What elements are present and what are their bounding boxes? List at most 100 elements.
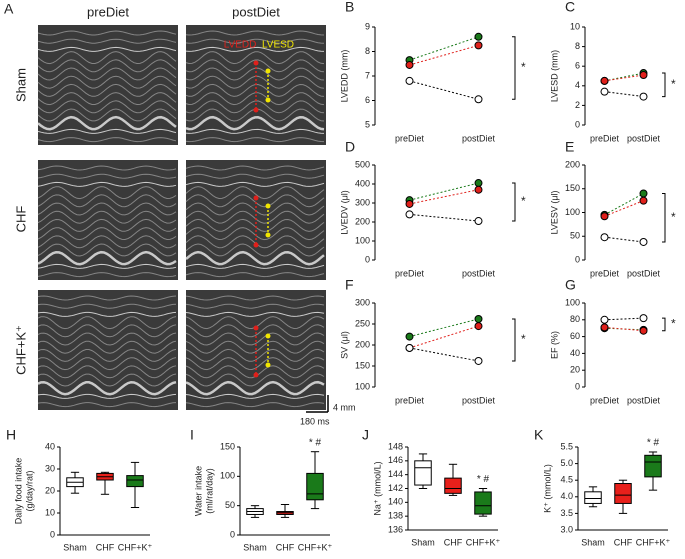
panel-letter: F xyxy=(345,277,354,293)
y-tick-label: 100 xyxy=(355,235,370,245)
annotation: * xyxy=(671,317,676,331)
data-point xyxy=(639,189,648,198)
echo-trace xyxy=(185,272,325,278)
echo-trace xyxy=(37,332,177,346)
panel-letter: E xyxy=(565,139,574,155)
series-line xyxy=(604,327,644,331)
echo-trace xyxy=(37,108,177,122)
echo-arrowhead xyxy=(253,325,259,331)
echo-arrowhead xyxy=(265,203,271,209)
echo-trace xyxy=(185,380,325,396)
series-line xyxy=(604,193,644,216)
echo-trace xyxy=(37,92,177,106)
bracket xyxy=(512,36,516,100)
scale-label: 180 ms xyxy=(300,416,330,426)
series-line xyxy=(409,318,479,338)
echo-trace xyxy=(185,75,325,89)
y-tick-label: 0 xyxy=(365,254,370,264)
series-line xyxy=(604,74,644,82)
x-tick-label: CHF+K⁺ xyxy=(636,537,671,547)
panel-letter: A xyxy=(4,1,14,17)
y-tick-label: 138 xyxy=(388,511,403,521)
data-point xyxy=(600,315,609,324)
y-axis-label: (ml/rat/day) xyxy=(204,468,214,514)
echo-trace xyxy=(185,332,325,346)
panel-letter: C xyxy=(565,0,575,15)
data-point xyxy=(639,314,648,323)
echo-trace xyxy=(37,348,177,362)
echo-trace xyxy=(37,365,177,379)
echo-trace xyxy=(37,202,177,216)
data-point xyxy=(474,41,483,50)
series-line xyxy=(604,91,644,98)
series-line xyxy=(604,72,644,82)
echo-arrowhead xyxy=(253,242,259,248)
echo-trace xyxy=(185,137,325,143)
data-point xyxy=(474,185,483,194)
series-line xyxy=(409,182,479,201)
echo-trace xyxy=(37,393,177,399)
echo-trace xyxy=(185,202,325,216)
echo-trace xyxy=(185,218,325,232)
data-point xyxy=(405,199,414,208)
y-axis-label: Water intake xyxy=(193,466,203,516)
x-tick-label: preDiet xyxy=(590,268,620,278)
x-tick-label: postDiet xyxy=(627,268,661,278)
x-tick-label: postDiet xyxy=(627,133,661,143)
echo-arrowhead xyxy=(265,362,271,368)
echo-trace xyxy=(37,295,177,301)
echo-arrowhead xyxy=(253,60,259,66)
y-tick-label: 100 xyxy=(220,471,235,481)
echo-trace xyxy=(185,165,325,171)
echo-trace xyxy=(185,181,325,187)
x-tick-label: preDiet xyxy=(395,395,425,405)
y-tick-label: 148 xyxy=(388,441,403,451)
y-tick-label: 5.5 xyxy=(560,441,573,451)
echo-trace xyxy=(185,30,325,36)
data-point xyxy=(474,314,483,323)
series-line xyxy=(604,317,644,321)
box xyxy=(444,477,462,494)
echo-trace xyxy=(37,235,177,249)
x-tick-label: postDiet xyxy=(462,395,496,405)
x-tick-label: preDiet xyxy=(590,395,620,405)
y-tick-label: 50 xyxy=(225,500,235,510)
data-point xyxy=(474,322,483,331)
y-tick-label: 500 xyxy=(355,159,370,169)
echo-trace xyxy=(185,128,325,134)
data-point xyxy=(405,60,414,69)
echo-trace xyxy=(185,67,325,81)
box xyxy=(474,491,492,515)
echo-trace xyxy=(37,186,177,200)
y-tick-label: 60 xyxy=(570,331,580,341)
echo-trace xyxy=(37,250,177,266)
y-tick-label: 150 xyxy=(565,183,580,193)
annotation: * xyxy=(521,332,526,346)
data-point xyxy=(639,237,648,246)
echo-trace xyxy=(37,340,177,354)
y-axis-label: K⁺ (mmol/L) xyxy=(542,464,552,513)
echo-image xyxy=(38,290,178,410)
data-point xyxy=(639,196,648,205)
y-tick-label: 144 xyxy=(388,469,403,479)
y-axis-label: SV (μl) xyxy=(339,331,349,359)
echo-trace xyxy=(37,227,177,241)
data-point xyxy=(600,233,609,242)
echo-arrowhead xyxy=(253,372,259,378)
data-point xyxy=(639,92,648,101)
echo-trace xyxy=(37,181,177,187)
echo-trace xyxy=(37,100,177,114)
row-header: Sham xyxy=(13,68,28,102)
box xyxy=(306,472,324,501)
y-tick-label: 142 xyxy=(388,483,403,493)
echo-trace xyxy=(185,295,325,301)
y-tick-label: 150 xyxy=(220,441,235,451)
echo-trace xyxy=(37,137,177,143)
panel-letter: I xyxy=(190,427,194,443)
x-tick-label: postDiet xyxy=(462,268,496,278)
y-axis-label: EF (%) xyxy=(549,331,559,359)
series-line xyxy=(604,200,644,217)
series-line xyxy=(409,213,479,222)
y-axis-label: Na⁺ (mmol/L) xyxy=(372,461,382,515)
box xyxy=(584,491,602,504)
